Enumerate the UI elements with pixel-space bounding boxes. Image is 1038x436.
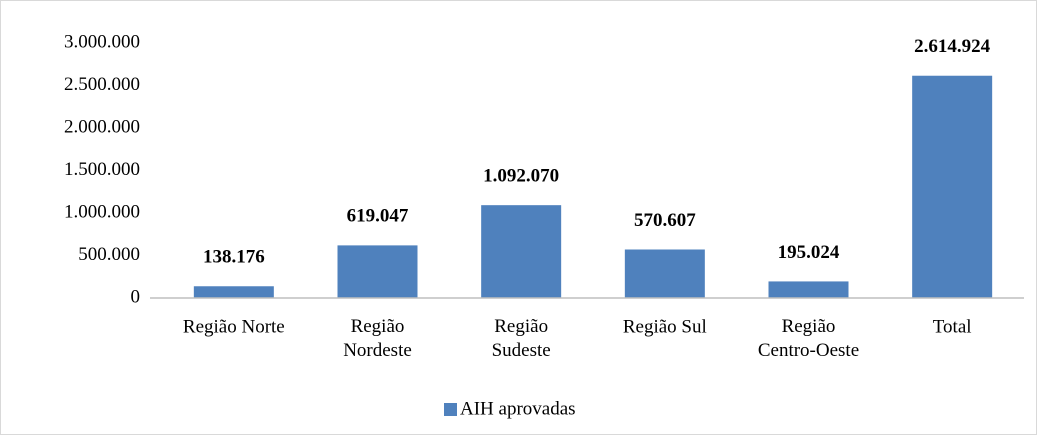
bar (193, 286, 274, 298)
value-label: 2.614.924 (914, 36, 991, 57)
x-tick-label: Região Sudeste (492, 316, 551, 361)
x-tick-label: Região Sul (623, 316, 707, 337)
y-tick-label: 3.000.000 (64, 31, 140, 52)
y-tick-label: 500.000 (78, 244, 140, 265)
bar (481, 205, 562, 298)
legend-swatch (444, 403, 457, 416)
x-tick-label: Região Nordeste (343, 316, 412, 361)
x-tick-label: Total (933, 316, 972, 337)
bar (912, 75, 993, 298)
value-label: 138.176 (203, 247, 265, 268)
y-tick-label: 0 (131, 286, 141, 307)
x-tick-label: Região Centro-Oeste (758, 316, 859, 361)
value-label: 619.047 (347, 206, 409, 227)
y-tick-label: 2.500.000 (64, 74, 140, 95)
y-tick-label: 2.000.000 (64, 116, 140, 137)
legend-label: AIH aprovadas (460, 398, 576, 419)
value-label: 1.092.070 (483, 166, 559, 187)
bar (337, 245, 418, 298)
bar (624, 249, 705, 298)
value-label: 570.607 (634, 210, 696, 231)
value-label: 195.024 (778, 242, 840, 263)
x-tick-label: Região Norte (183, 316, 285, 337)
y-tick-label: 1.000.000 (64, 201, 140, 222)
y-tick-label: 1.500.000 (64, 159, 140, 180)
bar (768, 281, 849, 298)
